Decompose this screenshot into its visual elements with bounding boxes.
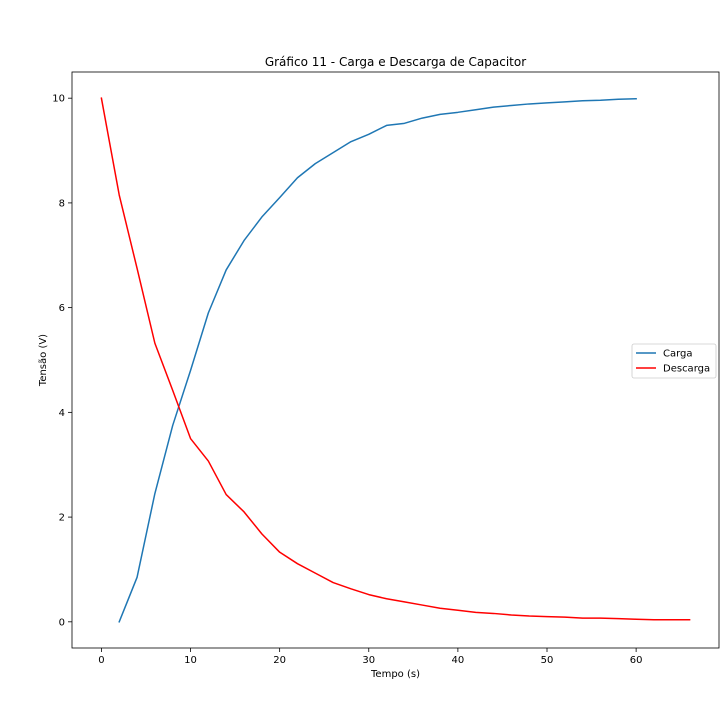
y-axis-label: Tensão (V) bbox=[38, 334, 49, 387]
series-layer bbox=[100, 97, 691, 623]
legend-label: Carga bbox=[663, 349, 693, 360]
y-tick-label: 2 bbox=[59, 513, 65, 524]
x-tick-label: 20 bbox=[273, 655, 286, 666]
x-axis-ticks: 0 10 20 30 40 50 60 bbox=[98, 648, 642, 666]
x-axis-label: Tempo (s) bbox=[370, 669, 420, 680]
chart-title: Gráfico 11 - Carga e Descarga de Capacit… bbox=[265, 55, 526, 69]
x-tick-label: 60 bbox=[630, 655, 643, 666]
plot-area bbox=[71, 71, 720, 649]
series-line-descarga bbox=[100, 97, 691, 621]
y-tick-label: 6 bbox=[59, 303, 65, 314]
series-line-carga bbox=[118, 97, 637, 623]
y-tick-label: 4 bbox=[59, 408, 65, 419]
axes-frame bbox=[71, 71, 720, 649]
x-tick-label: 40 bbox=[452, 655, 465, 666]
x-tick-label: 10 bbox=[184, 655, 197, 666]
x-tick-label: 50 bbox=[541, 655, 554, 666]
x-tick-label: 30 bbox=[362, 655, 375, 666]
x-tick-label: 0 bbox=[98, 655, 104, 666]
legend: Carga Descarga bbox=[631, 343, 717, 379]
y-tick-label: 8 bbox=[59, 198, 65, 209]
y-tick-label: 10 bbox=[52, 94, 65, 105]
y-axis-ticks: 0 2 4 6 8 10 bbox=[52, 94, 72, 628]
y-tick-label: 0 bbox=[59, 617, 65, 628]
legend-label: Descarga bbox=[663, 364, 710, 375]
